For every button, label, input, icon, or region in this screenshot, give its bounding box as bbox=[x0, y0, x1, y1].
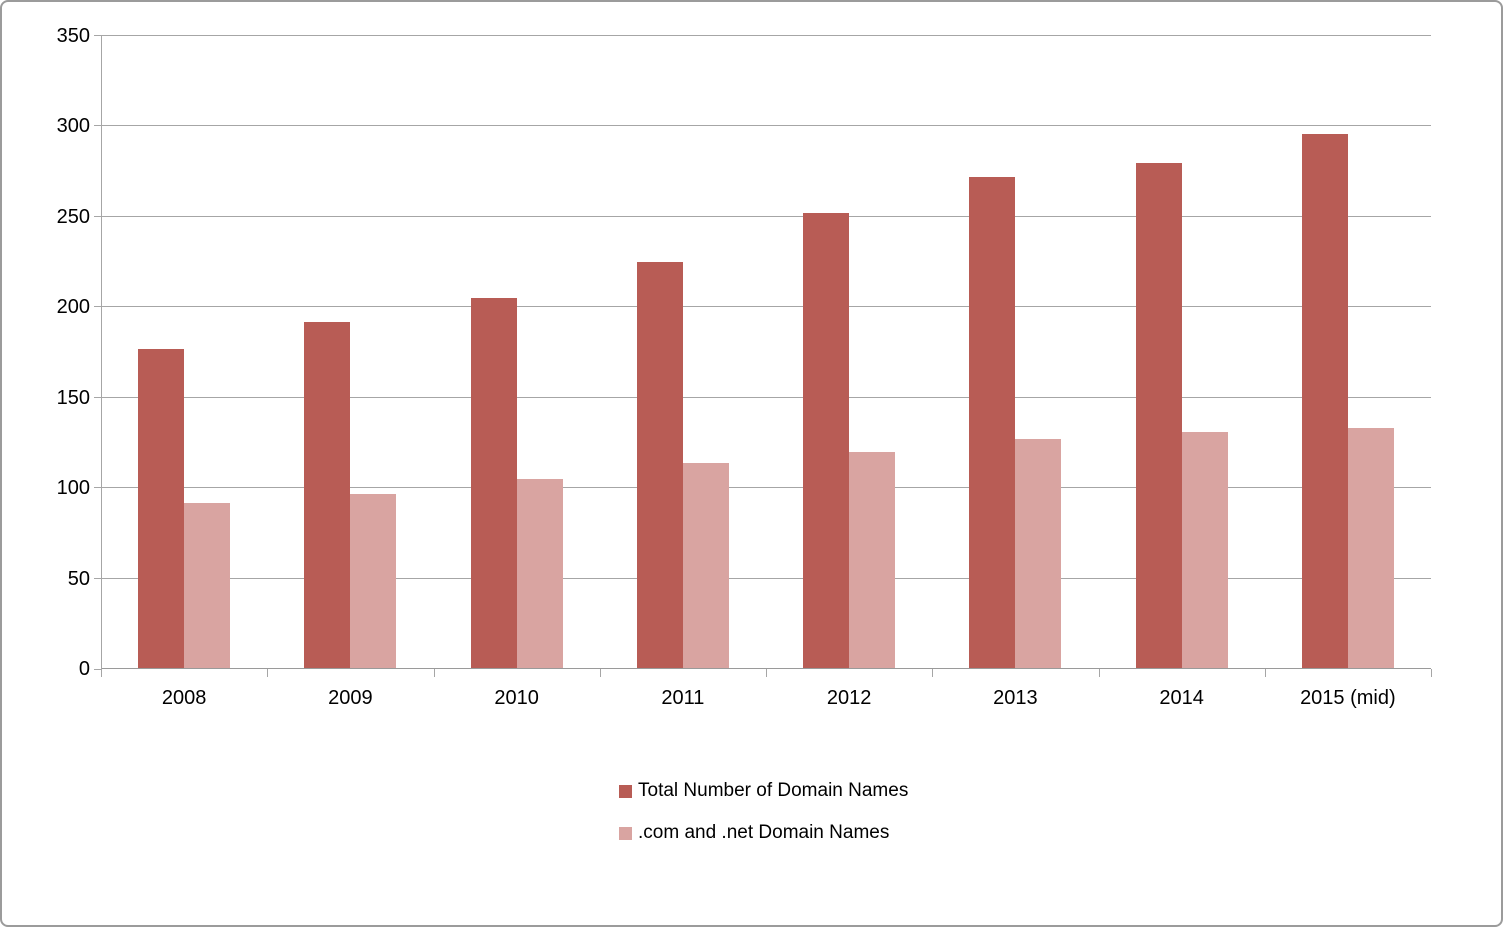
x-axis-tick-2 bbox=[433, 669, 435, 677]
legend-item-series2: .com and .net Domain Names bbox=[619, 820, 908, 846]
x-axis-line bbox=[101, 668, 1431, 669]
y-tick-label-250: 250 bbox=[56, 205, 90, 228]
chart-legend: Total Number of Domain Names .com and .ne… bbox=[619, 778, 908, 862]
y-axis-tick-50 bbox=[94, 577, 101, 579]
bar-series1-2011 bbox=[636, 262, 683, 669]
y-axis-tick-150 bbox=[94, 396, 101, 398]
x-tick-label-2010: 2010 bbox=[494, 687, 539, 709]
gridline-150 bbox=[101, 396, 1431, 398]
bar-series1-2014 bbox=[1135, 162, 1182, 669]
bar-series1-2008 bbox=[138, 348, 185, 669]
gridline-50 bbox=[101, 577, 1431, 579]
gridline-300 bbox=[101, 125, 1431, 127]
y-tick-label-350: 350 bbox=[56, 25, 90, 47]
x-tick-label-2009: 2009 bbox=[328, 687, 373, 709]
gridline-100 bbox=[101, 487, 1431, 489]
x-tick-label-2012: 2012 bbox=[826, 687, 872, 709]
bar-series2-2012 bbox=[849, 451, 896, 669]
legend-swatch-icon bbox=[619, 784, 632, 798]
y-tick-label-0: 0 bbox=[78, 658, 90, 680]
bar-series2-2015mid bbox=[1347, 428, 1394, 669]
bar-series1-2013 bbox=[969, 177, 1016, 669]
legend-label: .com and .net Domain Names bbox=[638, 822, 890, 843]
x-axis-tick-3 bbox=[599, 669, 601, 677]
x-tick-label-2015mid: 2015 (mid) bbox=[1300, 687, 1396, 709]
y-axis-tick-350 bbox=[94, 35, 101, 36]
legend-item-series1: Total Number of Domain Names bbox=[619, 778, 908, 804]
y-tick-label-50: 50 bbox=[67, 567, 90, 590]
legend-label: Total Number of Domain Names bbox=[638, 780, 909, 801]
y-axis-tick-0 bbox=[94, 669, 101, 670]
x-tick-label-2014: 2014 bbox=[1159, 687, 1204, 709]
x-axis-tick-5 bbox=[932, 669, 934, 677]
bar-series1-2012 bbox=[803, 213, 850, 669]
x-tick-label-2008: 2008 bbox=[161, 687, 207, 709]
y-tick-label-200: 200 bbox=[56, 296, 90, 319]
bar-series2-2010 bbox=[516, 479, 563, 669]
bar-series2-2008 bbox=[184, 502, 231, 669]
x-tick-label-2011: 2011 bbox=[661, 687, 705, 709]
gridline-350 bbox=[101, 35, 1431, 36]
y-axis-tick-250 bbox=[94, 215, 101, 217]
x-axis-tick-0 bbox=[101, 669, 102, 677]
gridline-200 bbox=[101, 306, 1431, 308]
legend-swatch-icon bbox=[619, 826, 632, 840]
plot-area bbox=[101, 35, 1431, 669]
bar-series1-2010 bbox=[470, 298, 517, 669]
bar-series2-2014 bbox=[1181, 432, 1228, 669]
bar-series2-2013 bbox=[1015, 439, 1062, 669]
gridline-250 bbox=[101, 215, 1431, 217]
bar-series1-2009 bbox=[304, 321, 351, 669]
y-axis-line bbox=[101, 36, 102, 669]
x-axis-tick-4 bbox=[766, 669, 767, 677]
x-axis-tick-1 bbox=[267, 669, 269, 677]
bar-series1-2015mid bbox=[1301, 133, 1348, 669]
bar-series2-2011 bbox=[682, 462, 729, 669]
y-tick-label-300: 300 bbox=[56, 115, 90, 138]
bar-series2-2009 bbox=[350, 493, 397, 669]
x-tick-label-2013: 2013 bbox=[993, 687, 1038, 709]
y-axis-tick-100 bbox=[94, 487, 101, 489]
x-axis-tick-6 bbox=[1098, 669, 1100, 677]
x-axis-tick-7 bbox=[1264, 669, 1266, 677]
y-tick-label-100: 100 bbox=[56, 477, 90, 500]
y-axis-tick-300 bbox=[94, 125, 101, 127]
x-axis-tick-8 bbox=[1431, 669, 1432, 677]
y-axis-tick-200 bbox=[94, 306, 101, 308]
y-tick-label-150: 150 bbox=[56, 386, 90, 409]
